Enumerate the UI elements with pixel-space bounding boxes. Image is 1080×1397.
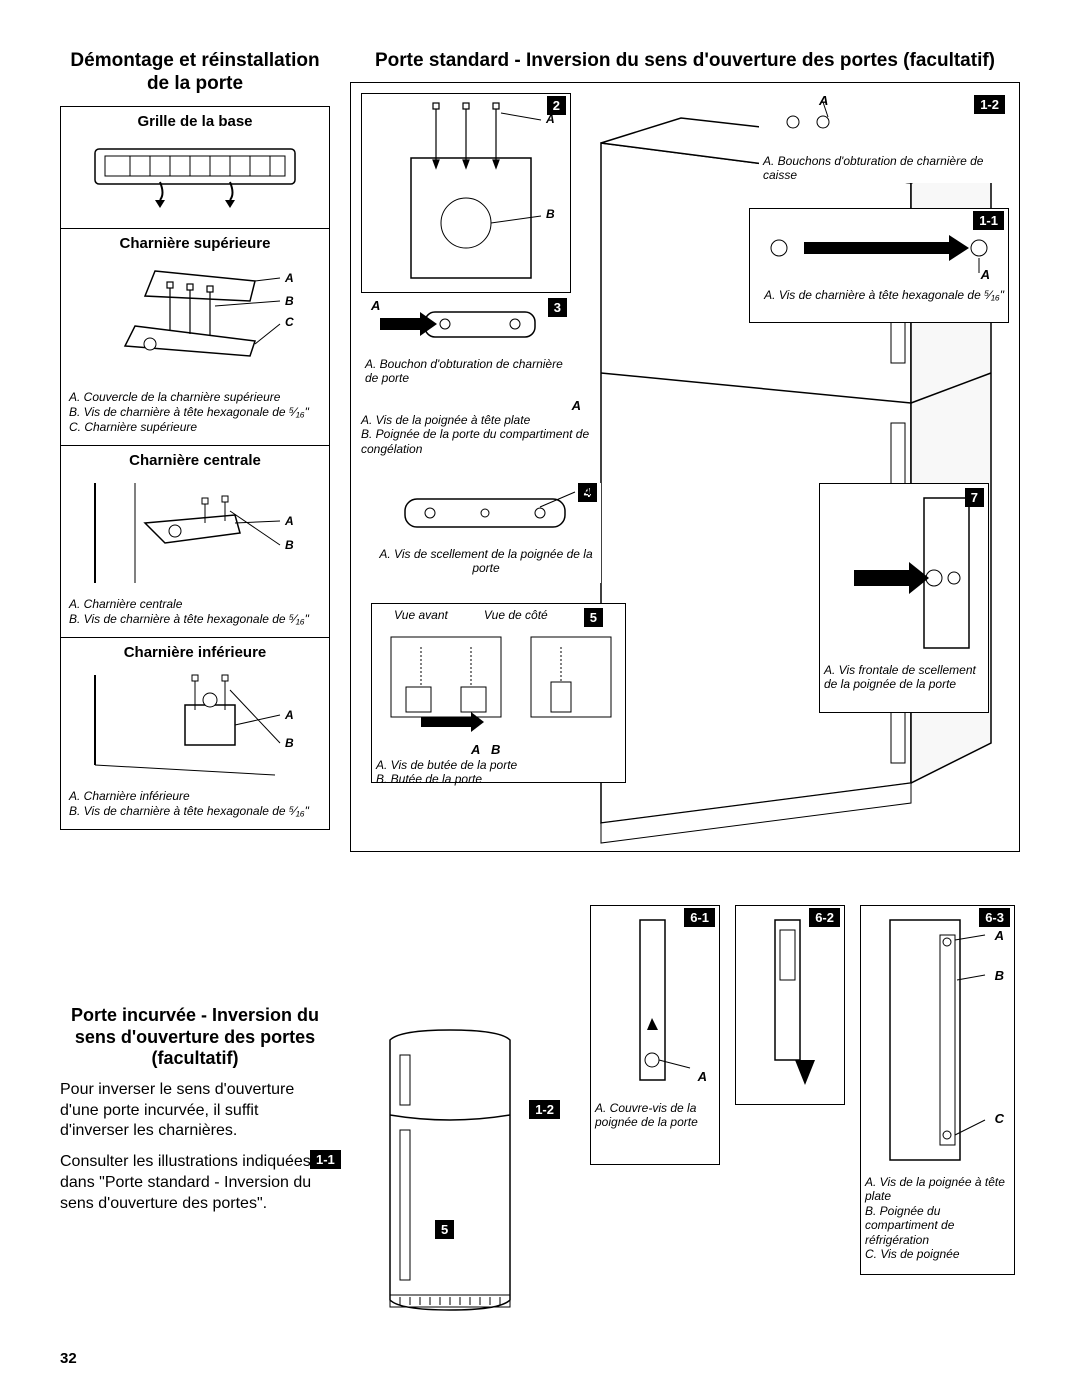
curved-p1: Pour inverser le sens d'ouverture d'une … <box>60 1080 330 1142</box>
right-column: Porte standard - Inversion du sens d'ouv… <box>350 50 1020 852</box>
svg-text:C: C <box>285 315 294 329</box>
illus-base-grille <box>69 134 321 214</box>
detail-2: 2 A B <box>361 93 571 293</box>
page-number: 32 <box>60 1350 77 1367</box>
label-A: A <box>471 742 480 757</box>
badge-5: 5 <box>584 608 603 627</box>
label-A: A <box>819 93 828 108</box>
detail-1-1: 1-1 A A. Vis de charnière à tête hexagon… <box>749 208 1009 323</box>
left-main-title: Démontage et réinstallation de la porte <box>60 50 330 96</box>
illus-top-hinge: A B C <box>69 256 321 386</box>
detail-7: 7 A. Vis frontale de scellement de la po… <box>819 483 989 713</box>
right-heading: Porte standard - Inversion du sens d'ouv… <box>350 50 1020 72</box>
label-A: A <box>981 267 990 282</box>
badge-7: 7 <box>965 488 984 507</box>
badge-2: 2 <box>547 96 566 115</box>
badge-6-2: 6-2 <box>809 908 840 927</box>
caption: A. Charnière centrale <box>69 597 321 612</box>
page: Démontage et réinstallation de la porte … <box>60 50 1020 1357</box>
detail-3: 3 A A. Bouchon d'obturation de charnière… <box>361 298 571 388</box>
caption: C. Charnière supérieure <box>69 420 321 435</box>
vue-avant: Vue avant <box>394 608 448 627</box>
badge-3: 3 <box>548 298 567 317</box>
caption: B. Vis de charnière à tête hexagonale de… <box>69 405 321 420</box>
caption-6-3c: C. Vis de poignée <box>865 1247 1010 1261</box>
badge-1-2: 1-2 <box>974 95 1005 114</box>
label-A: A <box>371 298 380 313</box>
caption: B. Vis de charnière à tête hexagonale de… <box>69 804 321 819</box>
label-B: B <box>995 968 1004 983</box>
svg-text:B: B <box>285 538 294 552</box>
curved-door-section: Porte incurvée - Inversion du sens d'ouv… <box>60 1005 330 1215</box>
curved-p2: Consulter les illustrations indiquées da… <box>60 1152 330 1214</box>
caption: A. Couvercle de la charnière supérieure <box>69 390 321 405</box>
label-A: A <box>698 1069 707 1084</box>
detail-6-1: 6-1 A A. Couvre-vis de la poignée de la … <box>590 905 720 1165</box>
panel-base-grille: Grille de la base <box>60 106 330 229</box>
caption: A. Charnière inférieure <box>69 789 321 804</box>
label-A: A <box>995 928 1004 943</box>
curved-title: Porte incurvée - Inversion du sens d'ouv… <box>60 1005 330 1070</box>
badge-1-1: 1-1 <box>973 211 1004 230</box>
label-A: A <box>582 483 591 498</box>
illus-bottom-hinge: A B <box>69 665 321 785</box>
illus-center-hinge: A B <box>69 473 321 593</box>
freezer-captions: A A. Vis de la poignée à tête plate B. P… <box>361 413 591 456</box>
main-fridge-diagram: 2 A B 1-2 <box>350 82 1020 852</box>
panel-bottom-hinge: Charnière inférieure A B A. Charnière in… <box>60 638 330 830</box>
caption: B. Vis de charnière à tête hexagonale de… <box>69 612 321 627</box>
caption-6-3b: B. Poignée du compartiment de réfrigérat… <box>865 1204 1010 1247</box>
panel-center-hinge: Charnière centrale A B A. Charnière cent… <box>60 446 330 638</box>
svg-text:A: A <box>284 514 294 528</box>
caption-6-1: A. Couvre-vis de la poignée de la porte <box>595 1101 715 1130</box>
badge-6-1: 6-1 <box>684 908 715 927</box>
caption-1-2: A. Bouchons d'obturation de charnière de… <box>763 154 1005 183</box>
svg-text:A: A <box>284 271 294 285</box>
panel-top-hinge: Charnière supérieure A B C <box>60 229 330 446</box>
caption-5b: B. Butée de la porte <box>376 772 621 786</box>
detail-6-3: 6-3 A B C A. Vis de la poignée à tête pl… <box>860 905 1015 1275</box>
badge-6-3: 6-3 <box>979 908 1010 927</box>
caption-1-1: A. Vis de charnière à tête hexagonale de… <box>754 288 1004 302</box>
detail-1-2: 1-2 A A. Bouchons d'obturation de charni… <box>759 93 1009 183</box>
label-C: C <box>995 1111 1004 1126</box>
label-A: A <box>572 398 581 413</box>
panel-title: Charnière supérieure <box>69 235 321 252</box>
vue-cote: Vue de côté <box>484 608 548 627</box>
panel-title: Charnière centrale <box>69 452 321 469</box>
detail-4: 4 A A. Vis de scellement de la poignée d… <box>371 483 601 583</box>
label-B: B <box>491 742 500 757</box>
caption-5a: A. Vis de butée de la porte <box>376 758 621 772</box>
svg-text:B: B <box>285 736 294 750</box>
panel-title: Charnière inférieure <box>69 644 321 661</box>
badge-1-1: 1-1 <box>310 1150 341 1169</box>
caption-6-3a: A. Vis de la poignée à tête plate <box>865 1175 1010 1204</box>
svg-text:B: B <box>546 207 555 221</box>
detail-6-2: 6-2 <box>735 905 845 1105</box>
caption-fA: A. Vis de la poignée à tête plate <box>361 413 591 427</box>
panel-title: Grille de la base <box>69 113 321 130</box>
caption-fB: B. Poignée de la porte du compartiment d… <box>361 427 591 456</box>
svg-text:A: A <box>284 708 294 722</box>
bottom-detail-row: 6-1 A A. Couvre-vis de la poignée de la … <box>350 905 1020 1295</box>
caption-4: A. Vis de scellement de la poignée de la… <box>375 547 597 576</box>
left-column: Démontage et réinstallation de la porte … <box>60 50 330 830</box>
caption-7: A. Vis frontale de scellement de la poig… <box>824 663 984 692</box>
svg-text:B: B <box>285 294 294 308</box>
caption-3: A. Bouchon d'obturation de charnière de … <box>365 357 567 386</box>
detail-5: Vue avant Vue de côté 5 <box>371 603 626 783</box>
